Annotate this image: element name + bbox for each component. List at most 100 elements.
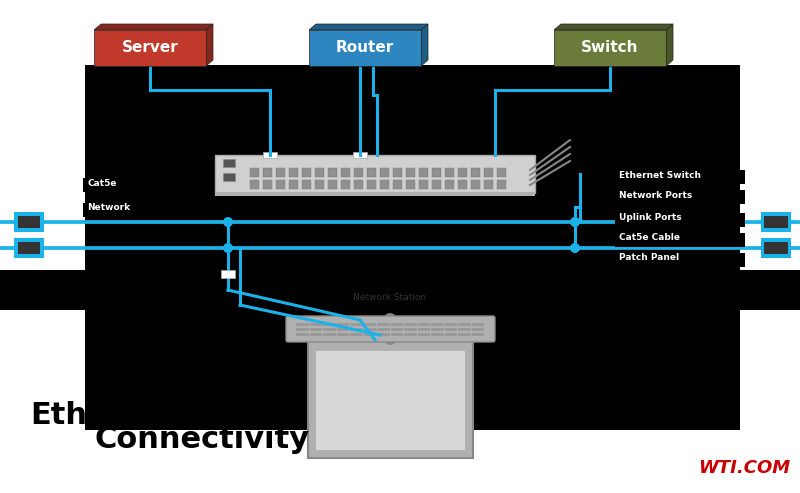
Bar: [309, 30, 421, 66]
Bar: [762, 239, 790, 257]
Bar: [418, 333, 430, 336]
Bar: [315, 168, 324, 177]
Bar: [367, 168, 376, 177]
Bar: [445, 180, 454, 189]
Bar: [406, 180, 415, 189]
Bar: [341, 180, 350, 189]
Text: Cat5e: Cat5e: [87, 178, 117, 187]
Bar: [350, 333, 362, 336]
Text: Cat5e Cable: Cat5e Cable: [619, 234, 680, 243]
Bar: [432, 168, 441, 177]
Polygon shape: [0, 65, 800, 430]
Bar: [276, 168, 285, 177]
Bar: [484, 180, 493, 189]
Circle shape: [223, 217, 233, 227]
Bar: [764, 242, 788, 254]
Bar: [418, 323, 430, 326]
Bar: [328, 168, 337, 177]
Text: Switch: Switch: [582, 40, 638, 56]
Polygon shape: [309, 24, 428, 30]
Bar: [94, 30, 206, 66]
Bar: [406, 168, 415, 177]
Bar: [221, 270, 235, 278]
Bar: [458, 333, 470, 336]
Bar: [377, 323, 390, 326]
Bar: [458, 168, 467, 177]
Bar: [615, 253, 745, 267]
Bar: [354, 180, 363, 189]
Bar: [458, 180, 467, 189]
Bar: [615, 213, 745, 227]
Bar: [471, 180, 480, 189]
Bar: [18, 242, 40, 254]
Bar: [350, 328, 362, 331]
Bar: [296, 328, 309, 331]
Bar: [458, 323, 470, 326]
Bar: [554, 30, 666, 66]
Bar: [353, 152, 367, 158]
Text: Uplink Ports: Uplink Ports: [619, 213, 682, 222]
Bar: [341, 168, 350, 177]
Bar: [83, 203, 163, 217]
Text: Connectivity: Connectivity: [95, 425, 310, 455]
Bar: [404, 328, 417, 331]
Bar: [377, 333, 390, 336]
Bar: [380, 168, 389, 177]
FancyBboxPatch shape: [286, 316, 495, 342]
Bar: [393, 168, 402, 177]
Bar: [316, 351, 465, 450]
Bar: [431, 328, 443, 331]
Bar: [390, 328, 403, 331]
Bar: [302, 168, 311, 177]
Bar: [471, 333, 484, 336]
Circle shape: [223, 243, 233, 253]
Bar: [310, 333, 322, 336]
Bar: [363, 323, 376, 326]
Bar: [296, 333, 309, 336]
Bar: [445, 168, 454, 177]
Bar: [289, 180, 298, 189]
Circle shape: [570, 217, 580, 227]
Text: Network Ports: Network Ports: [619, 190, 692, 200]
Bar: [404, 333, 417, 336]
Bar: [404, 323, 417, 326]
Text: Ethernet Switch: Ethernet Switch: [619, 171, 701, 179]
Bar: [350, 323, 362, 326]
Bar: [263, 180, 272, 189]
Bar: [393, 180, 402, 189]
Polygon shape: [94, 24, 213, 30]
Bar: [431, 333, 443, 336]
Polygon shape: [666, 24, 673, 66]
Text: Router: Router: [336, 40, 394, 56]
Bar: [315, 180, 324, 189]
Bar: [323, 328, 335, 331]
Bar: [354, 168, 363, 177]
Bar: [328, 180, 337, 189]
Text: WTI.COM: WTI.COM: [698, 459, 790, 477]
Bar: [471, 323, 484, 326]
Text: Patch Panel: Patch Panel: [619, 253, 679, 262]
Circle shape: [570, 243, 580, 253]
Bar: [418, 328, 430, 331]
Bar: [337, 323, 349, 326]
Bar: [323, 323, 335, 326]
Bar: [762, 213, 790, 231]
Bar: [431, 323, 443, 326]
Bar: [484, 168, 493, 177]
Bar: [380, 180, 389, 189]
Bar: [445, 333, 457, 336]
Bar: [377, 328, 390, 331]
Bar: [276, 180, 285, 189]
Bar: [263, 168, 272, 177]
Bar: [263, 152, 277, 158]
Bar: [471, 328, 484, 331]
Bar: [15, 239, 43, 257]
Bar: [337, 328, 349, 331]
Bar: [18, 216, 40, 228]
Bar: [310, 323, 322, 326]
Bar: [445, 323, 457, 326]
Bar: [458, 328, 470, 331]
Bar: [302, 180, 311, 189]
Bar: [367, 180, 376, 189]
Polygon shape: [421, 24, 428, 66]
